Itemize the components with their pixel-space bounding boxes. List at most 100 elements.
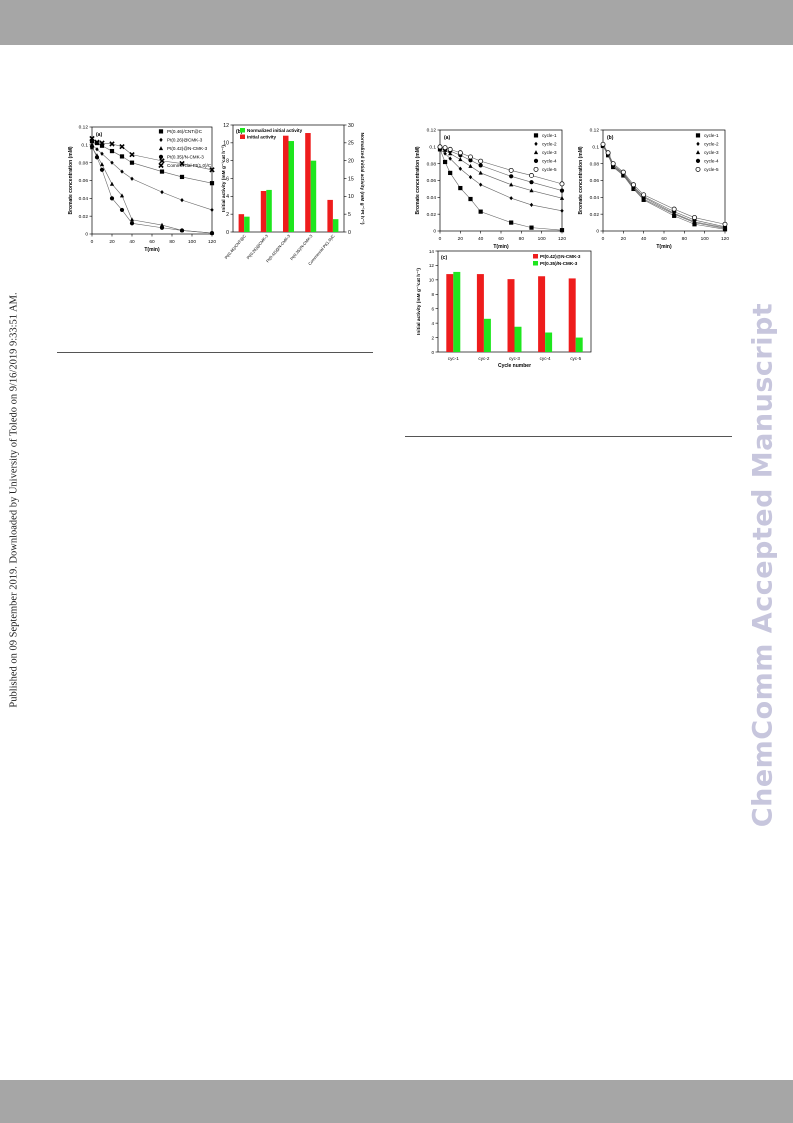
bar [327, 199, 333, 232]
x-tick-label: 20 [458, 236, 464, 242]
legend-marker [159, 137, 163, 142]
legend-label: cycle-2 [542, 142, 557, 147]
series-line [91, 147, 213, 234]
y-tick-label: 2 [226, 212, 229, 218]
legend-marker [534, 141, 538, 146]
data-point [620, 169, 626, 175]
x-tick-label: cyc-2 [478, 356, 489, 361]
legend-label: Pt(0.35)/N-CMK-3 [540, 261, 578, 266]
bar [446, 274, 454, 352]
legend-label: cycle-4 [704, 159, 719, 164]
data-point [119, 143, 125, 150]
x-tick-label: cyc-1 [448, 356, 459, 361]
data-point [458, 185, 463, 191]
y-tick-label: 0 [433, 229, 436, 235]
x-axis-label: T(min) [493, 244, 509, 250]
legend-marker [695, 158, 701, 163]
y2-tick-label: 25 [348, 141, 354, 147]
legend-marker [158, 162, 164, 169]
legend-label: cycle-1 [704, 133, 719, 138]
bar [260, 190, 267, 232]
y-tick-label: 4 [226, 194, 229, 200]
y-tick-label: 2 [431, 335, 434, 340]
data-point [94, 139, 100, 145]
legend-label: Pt(0.35)/N-CMK-3 [167, 155, 204, 160]
x-tick-label: 100 [701, 236, 709, 242]
data-point [468, 196, 473, 202]
legend-label: Commercial Pt(1.0)/C [167, 163, 212, 168]
legend-label: Initial activity [247, 135, 277, 140]
bar [288, 141, 294, 232]
data-point [99, 167, 105, 172]
x-tick-label: Pt(0.46)/CNT@C [223, 233, 247, 260]
data-point [109, 181, 115, 186]
x-axis-label: T(min) [656, 244, 672, 250]
y-tick-label: 0.08 [590, 161, 600, 167]
y2-tick-label: 0 [348, 230, 351, 236]
data-point [478, 209, 483, 214]
data-point [159, 169, 165, 174]
data-point [722, 221, 728, 227]
data-point [179, 174, 185, 180]
data-point [559, 181, 565, 187]
y-axis-label: Bromate concentration (mM) [68, 146, 74, 214]
y-tick-label: 0 [596, 229, 599, 235]
legend-label: Pt(0.46)/CNT@C [167, 129, 203, 134]
data-point [99, 162, 105, 167]
data-point [447, 146, 453, 152]
watermark: ChemComm Accepted Manuscript [747, 302, 779, 828]
data-point [509, 174, 514, 179]
bar [545, 332, 553, 352]
data-point [692, 215, 697, 220]
data-point [509, 182, 514, 187]
data-point [129, 160, 135, 165]
data-point [179, 160, 185, 167]
panel-label: (b) [607, 135, 614, 141]
data-point [559, 188, 565, 193]
bar [453, 271, 461, 352]
data-point [159, 222, 165, 227]
x-tick-label: 80 [682, 236, 688, 242]
data-point [95, 147, 99, 152]
legend-label: cycle-5 [704, 167, 719, 172]
legend-swatch [240, 134, 245, 139]
data-point [99, 143, 105, 148]
bar [568, 278, 576, 352]
legend-marker [695, 150, 701, 155]
data-point [468, 163, 473, 168]
data-point [442, 145, 448, 151]
legend-swatch [533, 261, 538, 266]
y-tick-label: 8 [226, 158, 229, 164]
x-axis-label: T(min) [144, 247, 160, 253]
data-point [109, 196, 115, 201]
x-tick-label: 40 [478, 236, 484, 242]
bar [305, 133, 311, 232]
y-tick-label: 10 [223, 141, 229, 147]
figure-rule-right [405, 436, 732, 437]
bar [575, 337, 583, 352]
legend-label: Pt(0.42)@N-CMK-3 [540, 254, 581, 259]
data-point [605, 150, 611, 156]
legend-marker [533, 150, 539, 155]
data-point [209, 181, 215, 186]
data-point [468, 154, 473, 160]
legend-label: cycle-5 [542, 167, 557, 172]
bar [538, 276, 546, 352]
data-point [129, 217, 135, 222]
data-point [478, 182, 483, 187]
data-point [437, 144, 443, 150]
x-tick-label: 60 [149, 239, 155, 245]
y-tick-label: 6 [431, 307, 434, 312]
y-tick-label: 0.1 [592, 145, 599, 151]
y-tick-label: 0 [85, 232, 88, 238]
legend-marker [695, 166, 701, 172]
data-point [631, 182, 636, 188]
data-point [99, 140, 105, 146]
panel-label: (a) [96, 132, 102, 138]
y-tick-label: 4 [431, 321, 434, 326]
data-point [209, 167, 215, 173]
legend-marker [158, 146, 164, 151]
legend-label: cycle-4 [542, 159, 557, 164]
x-tick-label: 100 [188, 239, 196, 245]
y-tick-label: 0.02 [590, 212, 600, 218]
